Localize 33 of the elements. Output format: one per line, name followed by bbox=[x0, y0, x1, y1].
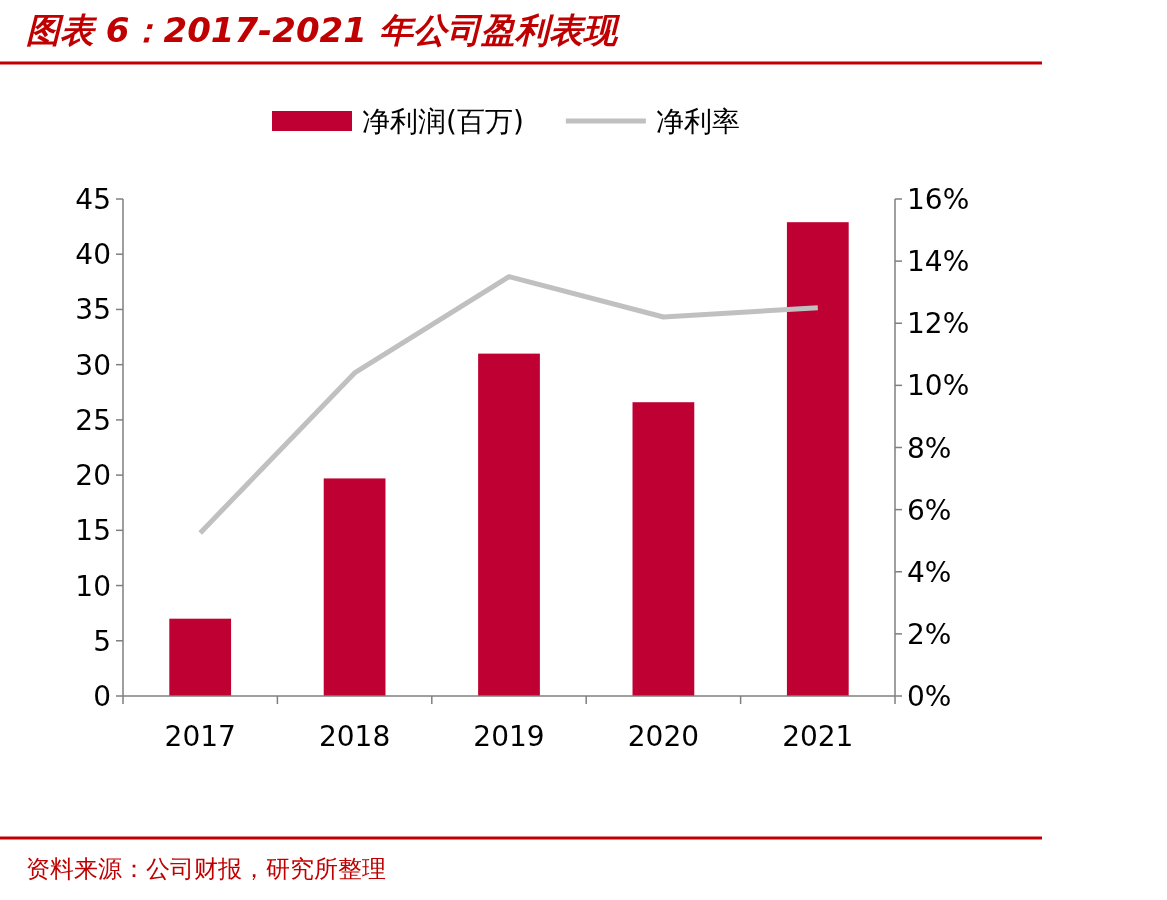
y2-tick-label: 6% bbox=[907, 493, 952, 527]
y-tick-label: 30 bbox=[75, 348, 111, 382]
legend-label: 净利率 bbox=[655, 105, 740, 138]
x-tick-label: 2021 bbox=[782, 720, 854, 753]
y2-tick-label: 10% bbox=[907, 369, 970, 403]
y2-tick-label: 0% bbox=[907, 680, 952, 713]
bar bbox=[786, 222, 849, 696]
y-tick-label: 25 bbox=[75, 403, 111, 437]
bar bbox=[478, 353, 540, 696]
x-tick-label: 2018 bbox=[318, 720, 391, 753]
y-tick-label: 15 bbox=[75, 514, 111, 548]
y-tick-label: 35 bbox=[75, 293, 111, 327]
bar bbox=[323, 478, 386, 696]
legend-label: 净利润(百万) bbox=[362, 105, 524, 138]
y-tick-label: 5 bbox=[93, 624, 111, 658]
text: 资料来源：公司财报，研究所整理 bbox=[26, 855, 386, 883]
y-tick-label: 20 bbox=[75, 459, 111, 493]
x-tick-label: 2017 bbox=[164, 720, 236, 753]
y-tick-label: 10 bbox=[75, 569, 111, 603]
y2-tick-label: 2% bbox=[907, 617, 952, 651]
y-tick-label: 40 bbox=[75, 238, 111, 272]
y2-tick-label: 4% bbox=[907, 555, 952, 589]
y2-tick-label: 12% bbox=[907, 307, 970, 341]
y-tick-label: 45 bbox=[75, 183, 111, 216]
y2-tick-label: 16% bbox=[907, 183, 970, 216]
y2-tick-label: 14% bbox=[907, 245, 970, 279]
bar bbox=[632, 402, 695, 696]
x-tick-label: 2020 bbox=[627, 720, 700, 753]
chart-title: 图表 6：2017-2021 年公司盈利表现 bbox=[26, 10, 621, 50]
y2-tick-label: 8% bbox=[907, 431, 952, 465]
x-tick-label: 2019 bbox=[473, 720, 545, 753]
bar bbox=[169, 618, 232, 696]
y-tick-label: 0 bbox=[93, 680, 111, 713]
